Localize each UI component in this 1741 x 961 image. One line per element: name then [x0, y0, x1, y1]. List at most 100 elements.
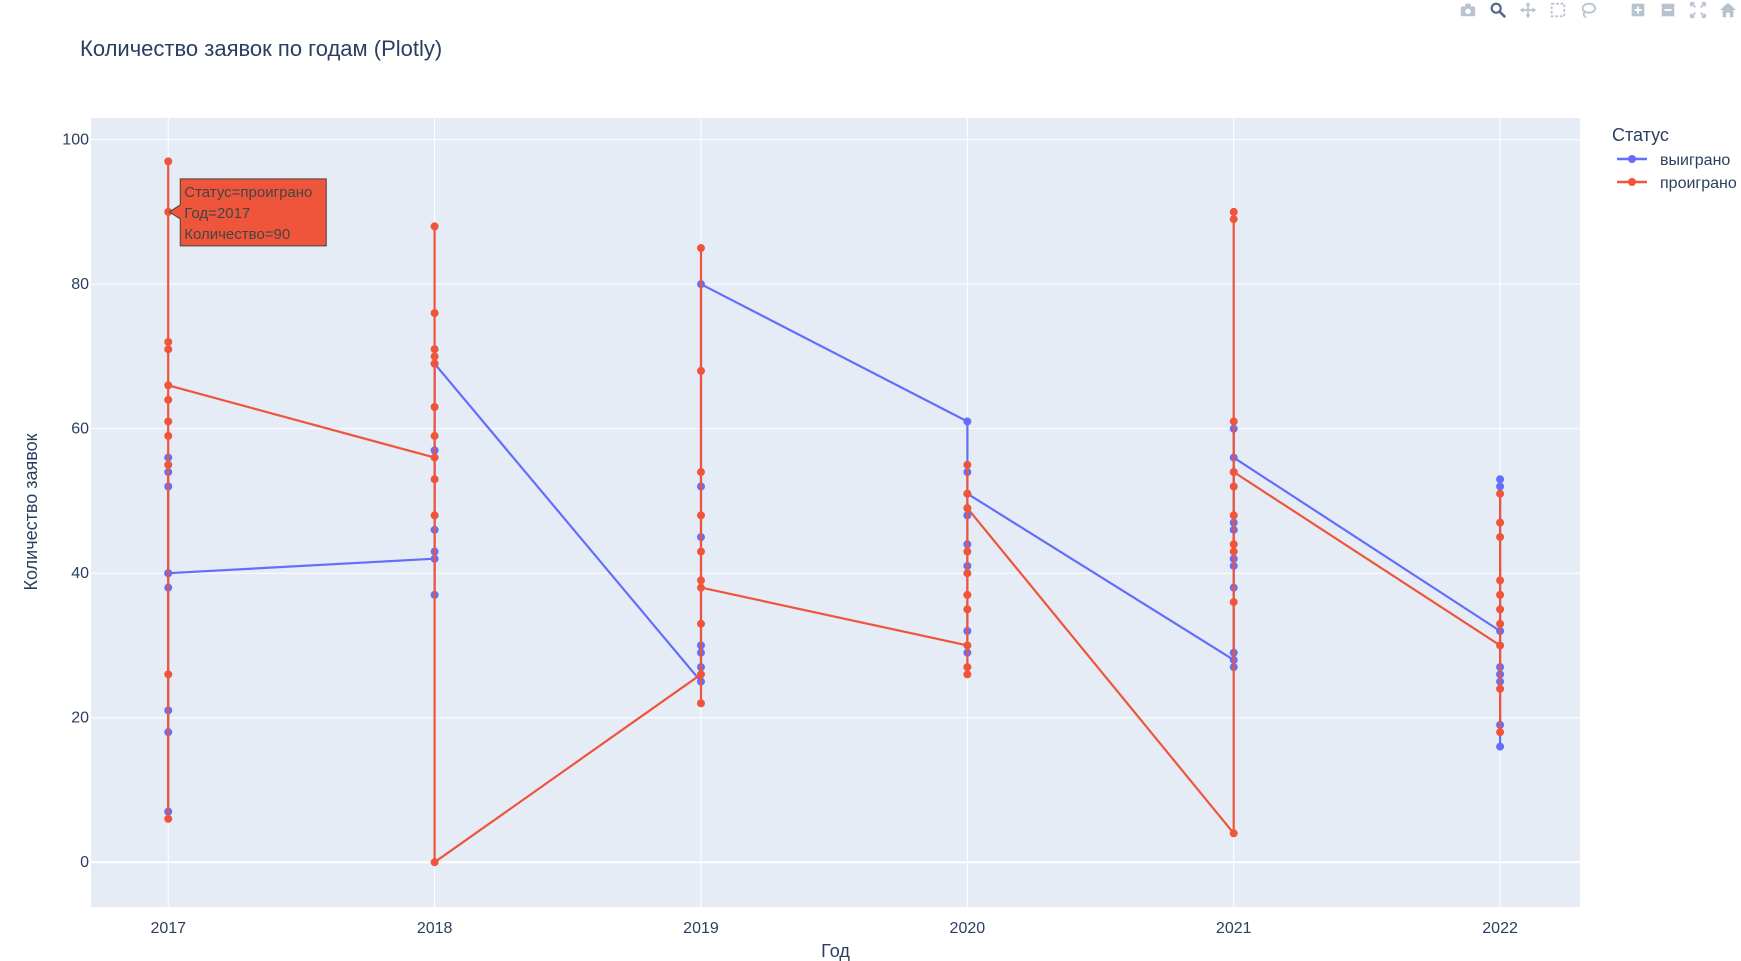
zoom-in-icon[interactable] — [1625, 0, 1651, 20]
data-point[interactable] — [1229, 598, 1238, 607]
plot-area[interactable] — [91, 118, 1580, 907]
data-point[interactable] — [1496, 518, 1505, 527]
data-point[interactable] — [430, 453, 439, 462]
data-point[interactable] — [1496, 489, 1505, 498]
data-point[interactable] — [963, 547, 972, 556]
data-point[interactable] — [1496, 590, 1505, 599]
data-point[interactable] — [1229, 215, 1238, 224]
data-point[interactable] — [164, 207, 173, 216]
hover-label-line: Количество=90 — [184, 226, 290, 243]
data-point[interactable] — [1229, 511, 1238, 520]
legend-label-won: выиграно — [1660, 152, 1730, 169]
series-lost[interactable] — [164, 157, 1505, 867]
data-point[interactable] — [164, 345, 173, 354]
data-point[interactable] — [430, 309, 439, 318]
data-point[interactable] — [430, 511, 439, 520]
data-point[interactable] — [963, 670, 972, 679]
data-point[interactable] — [430, 222, 439, 231]
legend-title: Статус — [1612, 125, 1669, 145]
data-point[interactable] — [430, 403, 439, 412]
data-point[interactable] — [430, 345, 439, 354]
data-point[interactable] — [696, 244, 705, 253]
data-point[interactable] — [1496, 533, 1505, 542]
data-point[interactable] — [164, 395, 173, 404]
data-point[interactable] — [696, 619, 705, 628]
data-point[interactable] — [696, 699, 705, 708]
box-select-icon[interactable] — [1545, 0, 1571, 20]
data-point[interactable] — [963, 489, 972, 498]
y-tick-labels: 0 20 40 60 80 100 — [62, 132, 89, 872]
data-point[interactable] — [430, 475, 439, 484]
chart-title: Количество заявок по годам (Plotly) — [80, 36, 442, 61]
data-point[interactable] — [963, 460, 972, 469]
data-point[interactable] — [430, 431, 439, 440]
data-point[interactable] — [696, 547, 705, 556]
data-point[interactable] — [1496, 576, 1505, 585]
data-point[interactable] — [1229, 547, 1238, 556]
data-point[interactable] — [963, 590, 972, 599]
data-point[interactable] — [1229, 417, 1238, 426]
x-tick-label: 2017 — [150, 920, 186, 937]
data-point[interactable] — [1496, 482, 1505, 491]
zoom-out-icon[interactable] — [1655, 0, 1681, 20]
data-point[interactable] — [1496, 605, 1505, 614]
data-point[interactable] — [963, 663, 972, 672]
data-point[interactable] — [1496, 728, 1505, 737]
data-point[interactable] — [963, 641, 972, 650]
data-point[interactable] — [963, 504, 972, 513]
home-icon[interactable] — [1715, 0, 1741, 20]
y-tick-label: 60 — [71, 421, 89, 438]
data-point[interactable] — [696, 468, 705, 477]
data-point[interactable] — [164, 417, 173, 426]
zoom-icon[interactable] — [1485, 0, 1511, 20]
lasso-icon[interactable] — [1575, 0, 1601, 20]
data-point[interactable] — [963, 417, 972, 426]
x-tick-label: 2022 — [1482, 920, 1518, 937]
legend-label-lost: проиграно — [1660, 175, 1737, 192]
data-point[interactable] — [430, 858, 439, 867]
y-tick-label: 100 — [62, 132, 89, 149]
data-point[interactable] — [1496, 742, 1505, 751]
data-point[interactable] — [696, 366, 705, 375]
data-point[interactable] — [164, 337, 173, 346]
pan-icon[interactable] — [1515, 0, 1541, 20]
autoscale-icon[interactable] — [1685, 0, 1711, 20]
data-point[interactable] — [1496, 619, 1505, 628]
x-tick-labels: 2017 2018 2019 2020 2021 2022 — [150, 920, 1518, 937]
y-tick-label: 40 — [71, 565, 89, 582]
data-point[interactable] — [696, 583, 705, 592]
legend-marker-lost — [1628, 178, 1636, 186]
data-point[interactable] — [1496, 684, 1505, 693]
data-point[interactable] — [696, 576, 705, 585]
data-point[interactable] — [164, 814, 173, 823]
series-layer[interactable] — [164, 157, 1505, 867]
hover-label: Статус=проиграно Год=2017 Количество=90 — [168, 178, 327, 247]
x-tick-label: 2020 — [950, 920, 986, 937]
camera-icon[interactable] — [1455, 0, 1481, 20]
data-point[interactable] — [963, 569, 972, 578]
data-point[interactable] — [1229, 482, 1238, 491]
data-point[interactable] — [164, 431, 173, 440]
data-point[interactable] — [430, 359, 439, 368]
data-point[interactable] — [1496, 641, 1505, 650]
data-point[interactable] — [164, 670, 173, 679]
data-point[interactable] — [696, 670, 705, 679]
data-point[interactable] — [1496, 475, 1505, 484]
legend[interactable]: Статус выиграно проиграно — [1612, 125, 1737, 192]
modebar — [1455, 0, 1741, 22]
legend-item-won[interactable]: выиграно — [1617, 152, 1730, 169]
data-point[interactable] — [963, 605, 972, 614]
data-point[interactable] — [1229, 540, 1238, 549]
data-point[interactable] — [430, 352, 439, 361]
data-point[interactable] — [696, 511, 705, 520]
data-point[interactable] — [1229, 468, 1238, 477]
data-point[interactable] — [1229, 829, 1238, 838]
modebar-spacer — [1605, 0, 1621, 22]
data-point[interactable] — [1229, 207, 1238, 216]
data-point[interactable] — [164, 460, 173, 469]
data-point[interactable] — [164, 157, 173, 166]
x-axis-title: Год — [821, 941, 850, 961]
data-point[interactable] — [164, 381, 173, 390]
legend-item-lost[interactable]: проиграно — [1617, 175, 1737, 192]
